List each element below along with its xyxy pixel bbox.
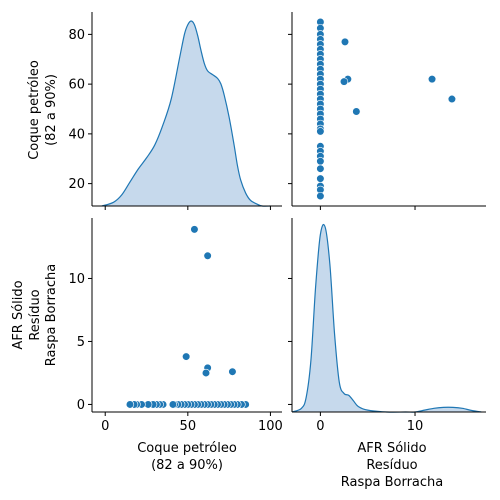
- scatter-point: [316, 191, 325, 201]
- scatter-point: [340, 37, 350, 46]
- scatter-point: [203, 251, 212, 260]
- x-axis-label-coque-line2: (82 a 90%): [151, 458, 223, 473]
- kde-line-coque: [101, 20, 271, 207]
- panel-coque-kde: [101, 20, 271, 207]
- y-tick-label: 60: [68, 78, 85, 93]
- y-tick-label: 80: [68, 28, 85, 43]
- y-tick-label: 10: [68, 272, 85, 287]
- panel-coque-vs-afr: [125, 225, 250, 409]
- y-axis-label-coque-line2: (82 a 90%): [44, 74, 59, 146]
- scatter-point: [168, 400, 178, 409]
- x-axis-label-coque-line1: Coque petróleo: [137, 441, 237, 456]
- scatter-point: [339, 77, 349, 86]
- scatter-point: [228, 367, 237, 376]
- y-tick-label: 5: [77, 335, 85, 350]
- scatter-point: [427, 75, 437, 84]
- y-tick-label: 20: [68, 177, 85, 192]
- kde-line-afr: [291, 223, 482, 413]
- kde-area-coque: [101, 21, 271, 207]
- y-axis-label-afr-line2: Resíduo: [28, 289, 43, 340]
- axes-spines: [91, 12, 486, 413]
- y-tick-label: 40: [68, 127, 85, 142]
- x-tick-label: 0: [101, 419, 109, 434]
- x-axis-label-afr-line3: Raspa Borracha: [341, 475, 444, 490]
- scatter-point: [125, 400, 135, 409]
- scatter-point: [182, 352, 191, 361]
- x-tick-label: 100: [258, 419, 283, 434]
- x-tick-label: 10: [407, 419, 424, 434]
- scatter-point: [316, 127, 325, 136]
- y-tick-label: 0: [77, 398, 85, 413]
- scatter-point: [447, 94, 457, 104]
- x-axis-label-afr-line1: AFR Sólido: [357, 441, 426, 456]
- scatter-point: [190, 225, 199, 234]
- y-axis-label-afr-line1: AFR Sólido: [11, 280, 26, 349]
- scatter-point: [316, 164, 325, 173]
- panel-afr-vs-coque: [316, 17, 457, 201]
- scatter-point: [352, 107, 361, 116]
- y-axis-label-afr-line3: Raspa Borracha: [44, 264, 59, 367]
- x-tick-label: 0: [316, 419, 324, 434]
- x-axis-label-afr-line2: Resíduo: [366, 458, 417, 473]
- kde-area-afr: [292, 224, 482, 413]
- scatter-point: [201, 368, 211, 378]
- panel-afr-kde: [291, 223, 482, 413]
- x-tick-label: 50: [180, 419, 197, 434]
- axis-ticks: 0 50 100 0 10 20 40 60 80 0 5 10: [68, 28, 423, 434]
- scatter-point: [316, 157, 325, 166]
- y-axis-label-coque-line1: Coque petróleo: [27, 60, 42, 160]
- scatter-point: [316, 174, 325, 183]
